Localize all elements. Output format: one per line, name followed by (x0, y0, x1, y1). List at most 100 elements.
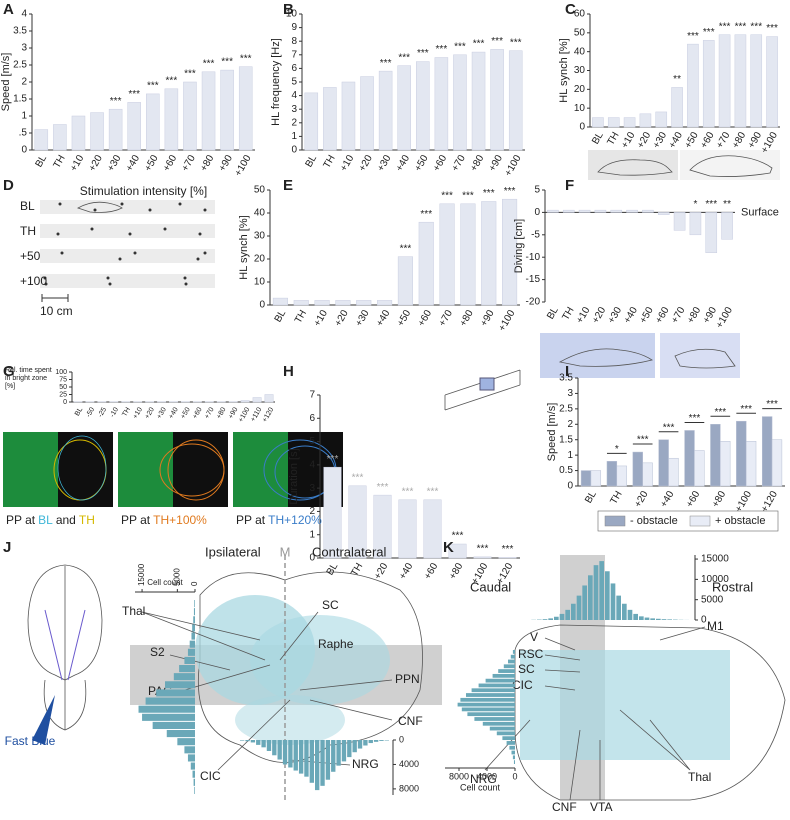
significance: *** (483, 188, 495, 199)
bar (356, 300, 372, 306)
bar (434, 57, 449, 151)
histogram-bar (293, 740, 298, 771)
significance: *** (473, 39, 485, 50)
histogram-bar (245, 740, 250, 742)
x-tick-label: +30 (606, 305, 624, 326)
x-tick-label: BL (325, 561, 341, 577)
y-tick-label: 50 (254, 185, 266, 196)
bar (721, 212, 733, 240)
bar (590, 470, 602, 487)
y-tick-label: 0.5 (559, 465, 573, 476)
hist-tick-label: 0 (701, 615, 707, 626)
region-label: RSC (518, 647, 544, 661)
region-label: NRG (470, 772, 497, 786)
significance: *** (452, 531, 464, 542)
x-tick-label: BL (273, 308, 289, 324)
y-tick-label: 1.5 (559, 434, 573, 445)
bar (623, 117, 636, 128)
histogram-bar (331, 740, 336, 772)
histogram-bar (145, 697, 195, 705)
histogram-bar (277, 740, 282, 760)
histogram-bar (509, 745, 515, 750)
x-tick-label: +50 (180, 406, 192, 420)
side-label: Caudal (470, 579, 511, 594)
histogram-bar (347, 740, 352, 758)
y-tick-label: 3 (309, 483, 315, 494)
x-tick-label: +60 (684, 489, 702, 510)
significance: *** (663, 422, 675, 433)
rat-illustrations-f (540, 333, 740, 378)
significance: *** (502, 544, 514, 555)
image-caption: PP at TH+100% (121, 513, 207, 527)
histogram-bar (512, 650, 515, 654)
bar (71, 115, 86, 151)
x-tick-label: BL (583, 489, 599, 505)
y-tick-label: .5 (19, 128, 28, 139)
significance: *** (203, 58, 215, 69)
bar (639, 113, 652, 128)
x-tick-label: +60 (699, 130, 717, 151)
x-tick-label: +30 (354, 308, 372, 329)
x-tick-label: +40 (667, 130, 685, 151)
significance: *** (441, 190, 453, 201)
x-tick-label: +80 (198, 153, 216, 174)
y-tick-label: 2 (567, 419, 573, 430)
y-tick-label: 2 (291, 117, 297, 128)
histogram-bar (240, 740, 245, 741)
y-tick-label: 4 (309, 459, 315, 470)
hist-tick-label: 8000 (449, 771, 469, 781)
histogram-bar (485, 678, 515, 683)
histogram-bar (512, 755, 515, 760)
bar (220, 69, 234, 151)
y-tick-label: 0 (259, 300, 265, 311)
histogram-bar (282, 740, 288, 765)
region-label: CNF (552, 800, 577, 814)
caption-part: TH (79, 513, 95, 527)
bar (508, 50, 523, 151)
x-axis-label: Stimulation intensity [%] (80, 184, 207, 198)
significance: *** (454, 41, 466, 52)
x-tick-label: +20 (590, 305, 608, 326)
y-axis-label: HL synch [%] (558, 38, 570, 102)
x-tick-label: +10 (68, 153, 86, 174)
histogram-bar (582, 585, 587, 620)
y-axis-label: Duration [s] (288, 448, 300, 504)
histogram-bar (610, 583, 616, 620)
y-tick-label: 0 (567, 481, 573, 492)
footprint-diagram (40, 200, 215, 302)
significance: *** (110, 96, 122, 107)
hist-tick-label: 5000 (701, 594, 724, 605)
bar (616, 465, 627, 487)
y-tick-label: 0 (579, 122, 585, 133)
histogram-bar (503, 664, 515, 669)
bar (460, 203, 476, 306)
x-tick-label: TH (293, 308, 309, 325)
bar (745, 441, 757, 487)
histogram-bar (191, 632, 195, 640)
y-tick-label: 3 (291, 104, 297, 115)
histogram-bar (599, 561, 604, 620)
bar (657, 212, 670, 215)
y-axis-label: in bright zone (5, 375, 47, 382)
histogram-bar (593, 565, 599, 620)
row-label: TH (20, 224, 36, 238)
histogram-bar (179, 665, 195, 673)
caption-part: TH+120% (268, 513, 322, 527)
significance: *** (703, 27, 715, 38)
histogram-bar (184, 746, 195, 754)
panel-letter: C (565, 1, 576, 18)
histogram-bar (513, 760, 515, 764)
bar (592, 117, 604, 128)
histogram-bar (187, 648, 195, 656)
bar (658, 439, 669, 487)
region-label: CNF (398, 714, 423, 728)
histogram-bar (189, 640, 195, 648)
bar (360, 76, 374, 151)
x-tick-label: +70 (437, 308, 455, 329)
rat-illustrations-c (588, 150, 780, 180)
y-tick-label: 20 (254, 254, 266, 265)
histogram-bar (467, 712, 515, 717)
histogram-bar (667, 619, 672, 620)
hist-tick-label: 0 (190, 581, 199, 586)
histogram-bar (650, 618, 655, 620)
